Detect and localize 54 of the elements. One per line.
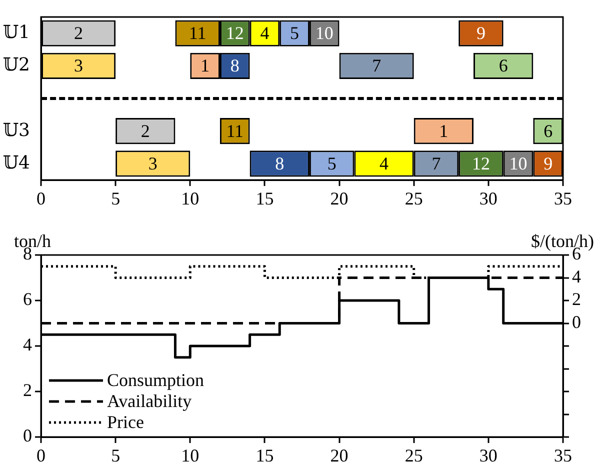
x-tick-label: 30 (479, 446, 498, 466)
text: 5 (327, 153, 336, 174)
x-tick-label: 10 (181, 446, 200, 466)
series-label: 8 (230, 56, 240, 76)
series-label: 5 (290, 23, 300, 44)
y-tick-label: 𝕌4 (2, 152, 30, 174)
x-tick-label: 35 (554, 446, 572, 466)
y-tick-label: 6 (23, 289, 32, 310)
series-label: 4 (260, 23, 270, 44)
x-tick-label: 20 (330, 188, 348, 209)
series-label: 6 (544, 120, 553, 141)
x-tick-label: 5 (111, 188, 120, 209)
series-label: 1 (439, 120, 448, 141)
text: 4 (380, 153, 389, 174)
y2-tick-label: 0 (572, 312, 581, 332)
x-tick-label: 15 (256, 446, 274, 466)
series-label: 12 (226, 23, 244, 44)
x-tick-label: 30 (479, 188, 498, 209)
y-tick-label: 0 (23, 426, 32, 446)
series-label: 9 (476, 23, 486, 44)
x-tick-label: 0 (36, 188, 46, 209)
y-tick-label: 𝕌2 (2, 54, 30, 76)
x-tick-label: 15 (256, 188, 274, 209)
x-tick-label: 35 (554, 188, 572, 209)
text: 8 (275, 153, 284, 174)
text: 9 (544, 153, 553, 174)
y2-tick-label: 2 (572, 289, 581, 310)
series-label: 11 (226, 120, 244, 141)
x-tick-label: 0 (36, 446, 46, 466)
legend-label: Price (107, 412, 144, 432)
text: 7 (432, 153, 441, 174)
text: 2 (74, 23, 84, 44)
text: 3 (148, 153, 158, 174)
y-tick-label: 𝕌3 (2, 120, 30, 141)
y-tick-label: 4 (23, 334, 32, 355)
y-tick-label: 2 (23, 380, 32, 400)
legend-label: Availability (107, 391, 192, 412)
text: 6 (498, 56, 508, 76)
text: 1 (200, 56, 210, 76)
legend-label: Consumption (107, 370, 204, 390)
series-label: 7 (372, 56, 382, 76)
series-label: 3 (74, 56, 84, 76)
series-label: 2 (140, 120, 150, 141)
y-tick-label: 𝕌1 (2, 22, 30, 43)
text: 10 (509, 153, 528, 174)
y2-tick-label: 4 (572, 266, 581, 286)
x-tick-label: 5 (111, 446, 120, 466)
series-label: 10 (315, 23, 334, 44)
text: 12 (472, 153, 490, 174)
x-tick-label: 25 (404, 188, 423, 209)
text: 11 (188, 23, 206, 44)
x-tick-label: 20 (330, 446, 348, 466)
x-tick-label: 25 (404, 446, 423, 466)
x-tick-label: 10 (181, 188, 200, 209)
